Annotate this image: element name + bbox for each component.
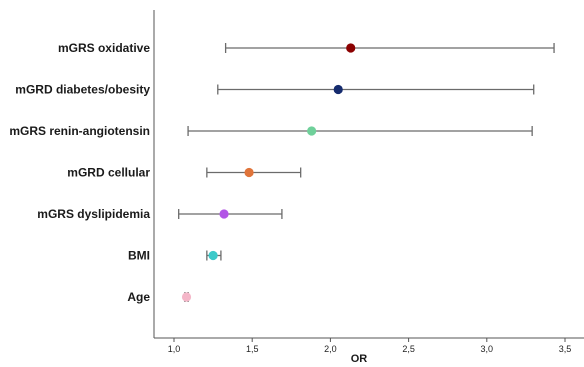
x-tick-label: 3,5 [559, 344, 572, 354]
or-point [333, 84, 343, 95]
x-tick-label: 2,5 [402, 344, 415, 354]
row-label: BMI [128, 249, 150, 263]
forest-row: Age [127, 290, 192, 304]
x-tick-label: 1,0 [168, 344, 181, 354]
or-point [219, 209, 229, 219]
x-tick-label: 1,5 [246, 344, 259, 354]
row-label: mGRD cellular [67, 166, 150, 180]
row-label: mGRS renin-angiotensin [9, 124, 150, 138]
or-point [346, 43, 356, 53]
or-point [181, 292, 192, 302]
or-point [307, 126, 317, 136]
forest-row: mGRS dyslipidemia [37, 207, 283, 221]
x-ticks-layer: 1,0 1,5 2,0 2,5 3,0 3,5 [168, 338, 572, 354]
row-label: mGRD diabetes/obesity [15, 83, 150, 97]
row-label: mGRS dyslipidemia [37, 207, 150, 221]
forest-row: mGRS oxidative [58, 41, 555, 55]
row-label: mGRS oxidative [58, 41, 150, 55]
forest-row: BMI [128, 249, 222, 263]
x-tick-label: 2,0 [324, 344, 337, 354]
x-tick-label: 3,0 [481, 344, 494, 354]
x-axis-title: OR [351, 353, 368, 365]
forest-row: mGRS renin-angiotensin [9, 124, 533, 138]
or-point [208, 250, 218, 261]
forest-row: mGRD diabetes/obesity [15, 83, 535, 97]
or-point [244, 167, 254, 178]
forest-row: mGRD cellular [67, 166, 302, 180]
rows-layer: mGRS oxidative mGRD diabetes/obesity mGRS … [9, 41, 555, 304]
row-label: Age [127, 290, 150, 304]
